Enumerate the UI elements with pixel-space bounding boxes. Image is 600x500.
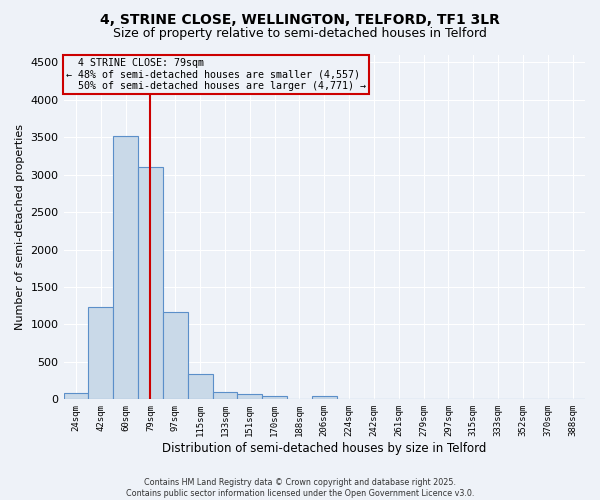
- Bar: [238, 394, 262, 400]
- Bar: [113, 136, 138, 400]
- Bar: [212, 392, 238, 400]
- Bar: [262, 396, 287, 400]
- Bar: [163, 312, 188, 400]
- Text: 4, STRINE CLOSE, WELLINGTON, TELFORD, TF1 3LR: 4, STRINE CLOSE, WELLINGTON, TELFORD, TF…: [100, 12, 500, 26]
- Text: 4 STRINE CLOSE: 79sqm
← 48% of semi-detached houses are smaller (4,557)
  50% of: 4 STRINE CLOSE: 79sqm ← 48% of semi-deta…: [65, 58, 365, 91]
- Bar: [138, 168, 163, 400]
- Bar: [312, 396, 337, 400]
- Text: Contains HM Land Registry data © Crown copyright and database right 2025.
Contai: Contains HM Land Registry data © Crown c…: [126, 478, 474, 498]
- Text: Size of property relative to semi-detached houses in Telford: Size of property relative to semi-detach…: [113, 28, 487, 40]
- Y-axis label: Number of semi-detached properties: Number of semi-detached properties: [15, 124, 25, 330]
- X-axis label: Distribution of semi-detached houses by size in Telford: Distribution of semi-detached houses by …: [162, 442, 487, 455]
- Bar: [188, 374, 212, 400]
- Bar: [64, 394, 88, 400]
- Bar: [88, 308, 113, 400]
